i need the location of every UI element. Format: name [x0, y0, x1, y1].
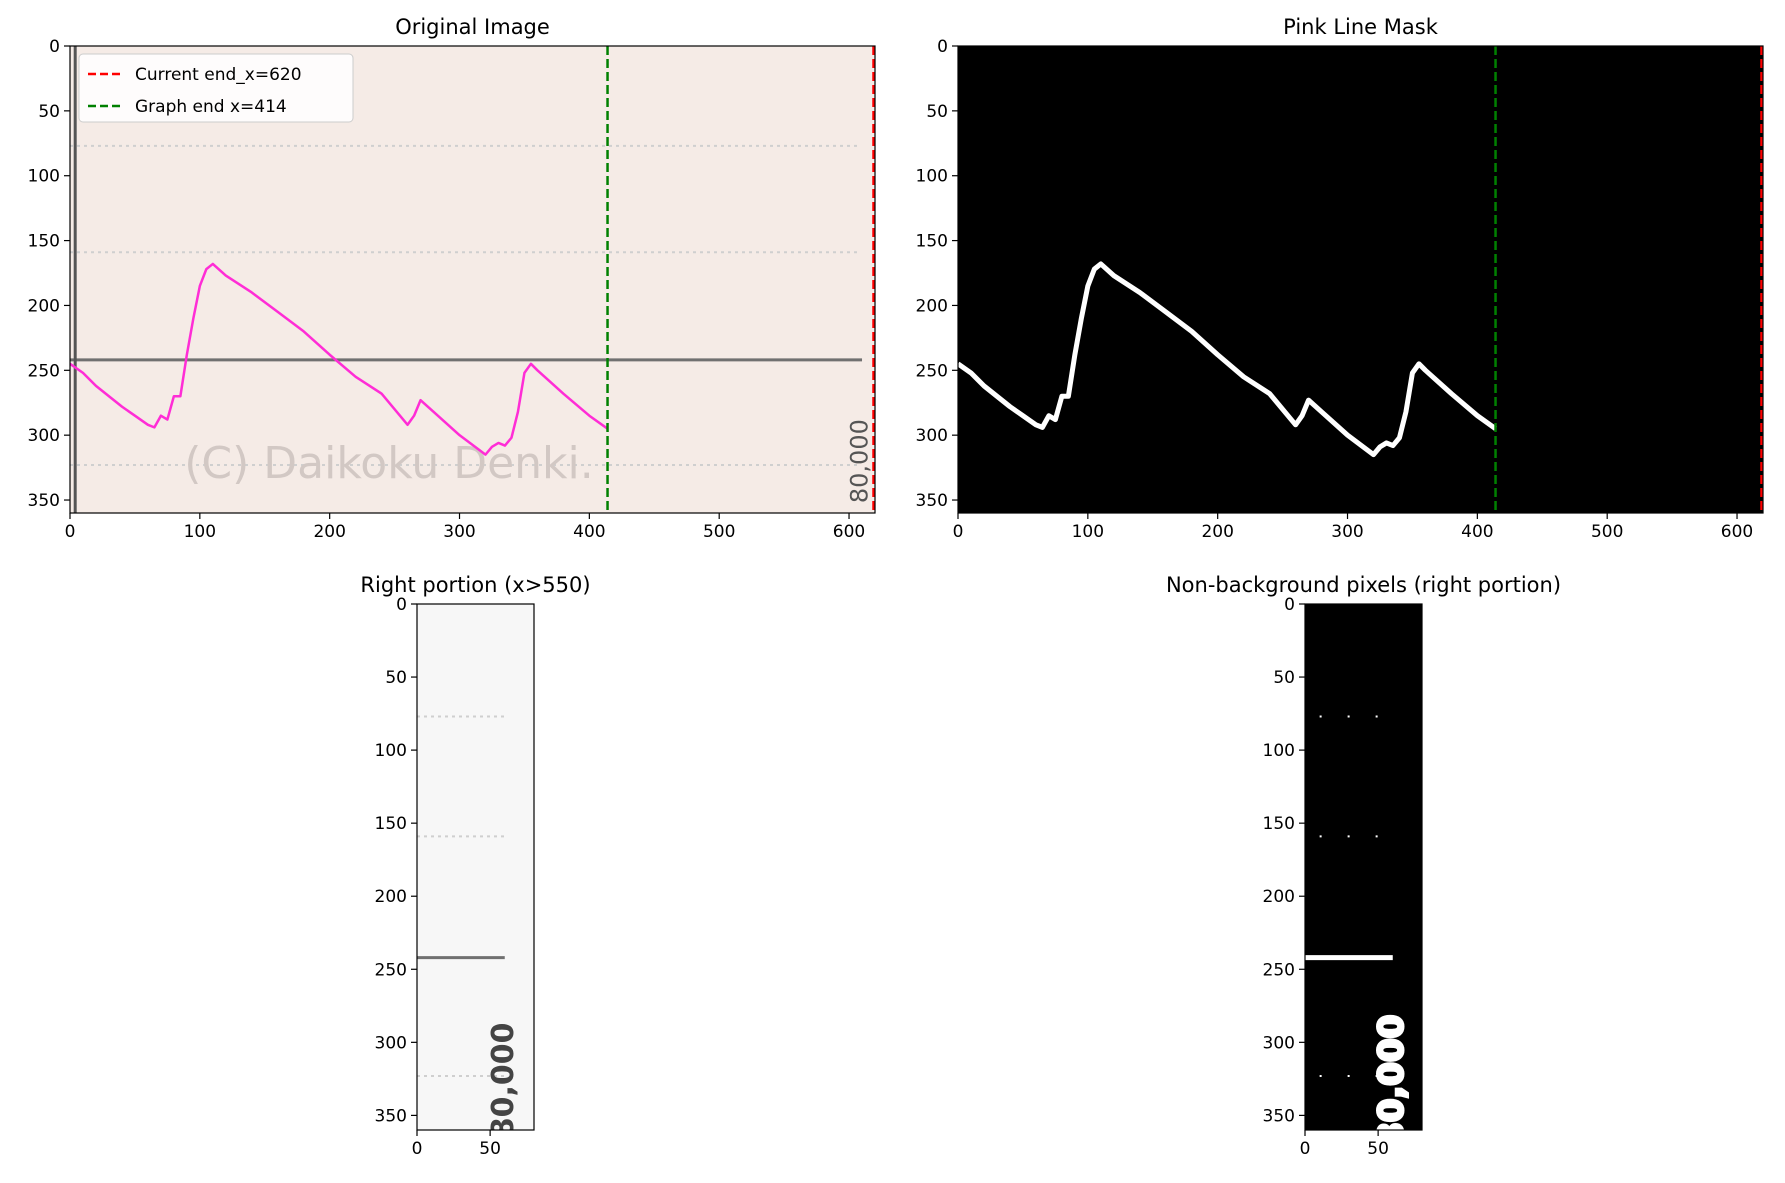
- series-line-1: [958, 261, 1497, 458]
- y-tick-label: 200: [375, 887, 407, 907]
- chart-title: Right portion (x>550): [360, 573, 590, 597]
- chart-title: Non-background pixels (right portion): [1166, 573, 1561, 597]
- plot-background: [70, 46, 875, 513]
- x-tick-label: 50: [479, 1139, 501, 1159]
- axes-frame: [1304, 603, 1423, 1131]
- y-tick-label: 150: [1263, 814, 1295, 834]
- x-tick-label: 400: [1461, 522, 1493, 542]
- legend-label: Current end_x=620: [135, 65, 302, 85]
- y-tick-label: 0: [1284, 595, 1295, 615]
- axes-frame: [957, 45, 1764, 514]
- y-tick-label: 50: [385, 668, 407, 688]
- x-tick-label: 300: [1331, 522, 1363, 542]
- y-tick-label: 200: [28, 296, 60, 316]
- y-tick-label: 350: [916, 491, 948, 511]
- value-label: 80,000: [486, 1022, 521, 1138]
- x-tick-label: 50: [1367, 1139, 1389, 1159]
- y-tick-label: 150: [375, 814, 407, 834]
- y-tick-label: 150: [28, 232, 60, 252]
- x-tick-label: 0: [412, 1139, 423, 1159]
- chart-panel-4: 80,000 0 50 0 50 100 150 200 250 300 350 Non-backgr…: [1166, 573, 1561, 1159]
- plot-area: [958, 46, 1763, 513]
- y-tick-label: 350: [28, 491, 60, 511]
- y-tick-label: 300: [28, 426, 60, 446]
- x-tick-label: 100: [1072, 522, 1104, 542]
- y-tick-label: 300: [375, 1033, 407, 1053]
- x-tick-label: 200: [313, 522, 345, 542]
- x-tick-label: 400: [573, 522, 605, 542]
- axes-frame: [416, 603, 535, 1131]
- chart-title: Original Image: [395, 15, 550, 39]
- plot-background: [1305, 604, 1422, 1130]
- x-tick-label: 300: [443, 522, 475, 542]
- x-tick-label: 100: [184, 522, 216, 542]
- plot-area: (C) Daikoku Denki. 80,000: [70, 46, 875, 513]
- legend-box: [78, 53, 354, 123]
- axes-frame: [69, 45, 876, 514]
- plot-area: 80,000: [1305, 715, 1413, 1146]
- y-tick-label: 100: [28, 167, 60, 187]
- y-tick-label: 100: [916, 167, 948, 187]
- y-tick-label: 50: [926, 102, 948, 122]
- y-tick-label: 300: [916, 426, 948, 446]
- y-tick-label: 100: [375, 741, 407, 761]
- x-tick-label: 0: [1300, 1139, 1311, 1159]
- x-tick-label: 600: [1721, 522, 1753, 542]
- x-tick-label: 600: [833, 522, 865, 542]
- x-tick-label: 500: [703, 522, 735, 542]
- y-tick-label: 50: [1273, 668, 1295, 688]
- x-tick-label: 500: [1591, 522, 1623, 542]
- x-tick-label: 0: [953, 522, 964, 542]
- legend-label: Graph end x=414: [135, 97, 287, 117]
- y-tick-label: 200: [916, 296, 948, 316]
- y-tick-label: 300: [1263, 1033, 1295, 1053]
- y-tick-label: 0: [396, 595, 407, 615]
- x-tick-label: 200: [1201, 522, 1233, 542]
- y-tick-label: 250: [28, 361, 60, 381]
- y-tick-label: 200: [1263, 887, 1295, 907]
- y-tick-label: 100: [1263, 741, 1295, 761]
- y-tick-label: 350: [375, 1106, 407, 1126]
- x-tick-label: 0: [65, 522, 76, 542]
- y-tick-label: 250: [916, 361, 948, 381]
- y-tick-label: 350: [1263, 1106, 1295, 1126]
- chart-title: Pink Line Mask: [1283, 15, 1439, 39]
- y-tick-label: 0: [49, 37, 60, 57]
- plot-area: 80,000: [417, 715, 521, 1138]
- y-tick-label: 250: [1263, 960, 1295, 980]
- watermark-text: (C) Daikoku Denki.: [184, 438, 593, 489]
- y-tick-label: 250: [375, 960, 407, 980]
- value-label: 80,000: [1371, 1015, 1411, 1146]
- y-tick-label: 50: [38, 102, 60, 122]
- value-label: 80,000: [845, 419, 873, 503]
- series-line-1: [70, 262, 609, 456]
- chart-panel-2: 0 100 200 300 400 500 600 0 50 100 150 200 250 300 350…: [916, 15, 1764, 542]
- chart-panel-3: 80,000 0 50 0 50 100 150 200 250 300 350 Right port…: [360, 573, 590, 1159]
- y-tick-label: 150: [916, 232, 948, 252]
- y-tick-label: 0: [937, 37, 948, 57]
- plot-background: [417, 604, 534, 1130]
